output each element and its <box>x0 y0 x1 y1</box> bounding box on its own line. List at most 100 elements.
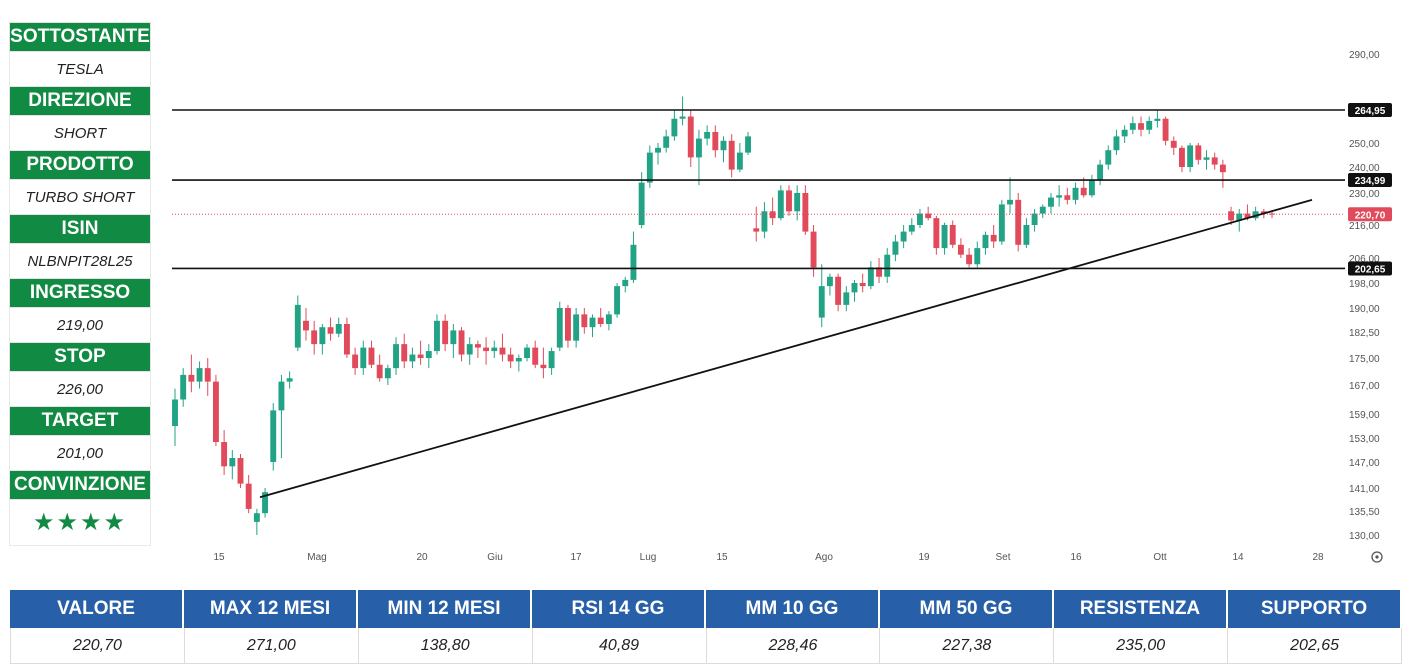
candle <box>605 311 612 331</box>
side-value-direzione: SHORT <box>9 116 151 150</box>
x-tick-label: 15 <box>716 552 728 563</box>
candle <box>327 317 334 341</box>
candle <box>466 337 473 365</box>
candle <box>319 324 326 355</box>
candle <box>262 488 268 518</box>
candle-body <box>581 314 588 328</box>
candle <box>565 304 571 348</box>
value-mm-10-gg: 228,46 <box>706 628 881 664</box>
candle <box>1072 182 1079 205</box>
x-tick-label: Ott <box>1153 552 1167 563</box>
candle <box>769 197 776 225</box>
candle <box>196 361 203 389</box>
candle <box>884 248 891 283</box>
candle-body <box>761 211 768 232</box>
candle <box>1007 177 1013 214</box>
x-tick-label: 20 <box>416 552 428 563</box>
candle-body <box>417 354 424 358</box>
y-tick-label: 130,00 <box>1349 531 1380 542</box>
candle-body <box>262 492 268 514</box>
candle-body <box>1048 197 1054 207</box>
y-tick-label: 206,00 <box>1349 254 1380 265</box>
candle <box>786 185 792 216</box>
candle <box>212 374 219 446</box>
candle <box>524 344 530 362</box>
candle-body <box>630 244 637 280</box>
x-tick-label: Ago <box>815 552 833 563</box>
candle-body <box>1056 195 1063 198</box>
candle <box>221 430 228 475</box>
candle <box>851 279 858 302</box>
candle-body <box>360 347 367 369</box>
candle-body <box>1072 187 1079 200</box>
header-mm-50-gg: MM 50 GG <box>880 590 1054 628</box>
candlestick-chart: 290,00264,05250,00240,00230,00216,00206,… <box>172 50 1392 563</box>
settings-icon[interactable] <box>1371 551 1383 563</box>
candle-body <box>851 283 858 293</box>
side-header-convinzione: CONVINZIONE <box>9 470 151 500</box>
side-header-ingresso: INGRESSO <box>9 278 151 308</box>
candle <box>1088 174 1095 198</box>
candle <box>458 327 465 362</box>
candle <box>1269 211 1275 219</box>
candle <box>335 317 342 338</box>
candle <box>589 314 596 338</box>
candle <box>245 475 252 514</box>
candle-body <box>368 347 375 365</box>
candle-body <box>1088 180 1095 196</box>
conviction-stars: ★★★★ <box>9 500 151 546</box>
candle-body <box>1162 118 1169 141</box>
candle-body <box>507 354 514 362</box>
candle <box>949 220 956 249</box>
value-resistenza: 235,00 <box>1054 628 1229 664</box>
candle-body <box>655 147 661 153</box>
candle-body <box>204 368 211 382</box>
y-tick-label: 182,50 <box>1349 328 1380 339</box>
candle-body <box>1154 118 1161 121</box>
summary-header-row: VALORE MAX 12 MESI MIN 12 MESI RSI 14 GG… <box>10 590 1402 628</box>
candle <box>401 333 408 369</box>
candle-body <box>1023 225 1030 245</box>
candle <box>1195 143 1202 165</box>
candle-body <box>196 368 203 382</box>
candle-body <box>876 267 882 277</box>
candle-body <box>270 410 277 462</box>
price-tag-bg <box>1348 173 1392 188</box>
candle-body <box>786 190 792 212</box>
y-axis: 290,00264,05250,00240,00230,00216,00206,… <box>1349 50 1380 542</box>
candle <box>1162 116 1169 146</box>
x-tick-label: Set <box>995 552 1010 563</box>
candle-body <box>565 308 571 341</box>
side-header-prodotto: PRODOTTO <box>9 150 151 180</box>
candle-body <box>1244 213 1251 219</box>
candle-body <box>556 308 563 348</box>
candle <box>376 354 383 382</box>
candle-body <box>605 314 612 324</box>
candle-body <box>532 347 539 365</box>
candle <box>303 308 309 341</box>
y-tick-label: 159,00 <box>1349 410 1380 421</box>
candle-body <box>826 276 833 287</box>
candle <box>1056 185 1063 207</box>
candle-body <box>401 344 408 362</box>
candle <box>843 286 850 312</box>
candle-body <box>818 286 825 318</box>
side-header-stop: STOP <box>9 342 151 372</box>
header-resistenza: RESISTENZA <box>1054 590 1228 628</box>
candle-body <box>425 351 432 358</box>
candle <box>425 344 432 369</box>
candle-body <box>393 344 399 369</box>
candle-body <box>622 279 629 287</box>
side-value-stop: 226,00 <box>9 372 151 406</box>
candle-body <box>998 204 1005 242</box>
header-mm-10-gg: MM 10 GG <box>706 590 880 628</box>
candle <box>1252 206 1259 221</box>
y-tick-label: 290,00 <box>1349 50 1380 61</box>
candle-body <box>212 381 219 442</box>
candle <box>1170 136 1177 155</box>
candle-body <box>1121 129 1128 137</box>
candle <box>679 96 686 126</box>
candle-body <box>671 118 678 137</box>
candle-body <box>237 458 244 484</box>
candle-body <box>1236 213 1243 221</box>
